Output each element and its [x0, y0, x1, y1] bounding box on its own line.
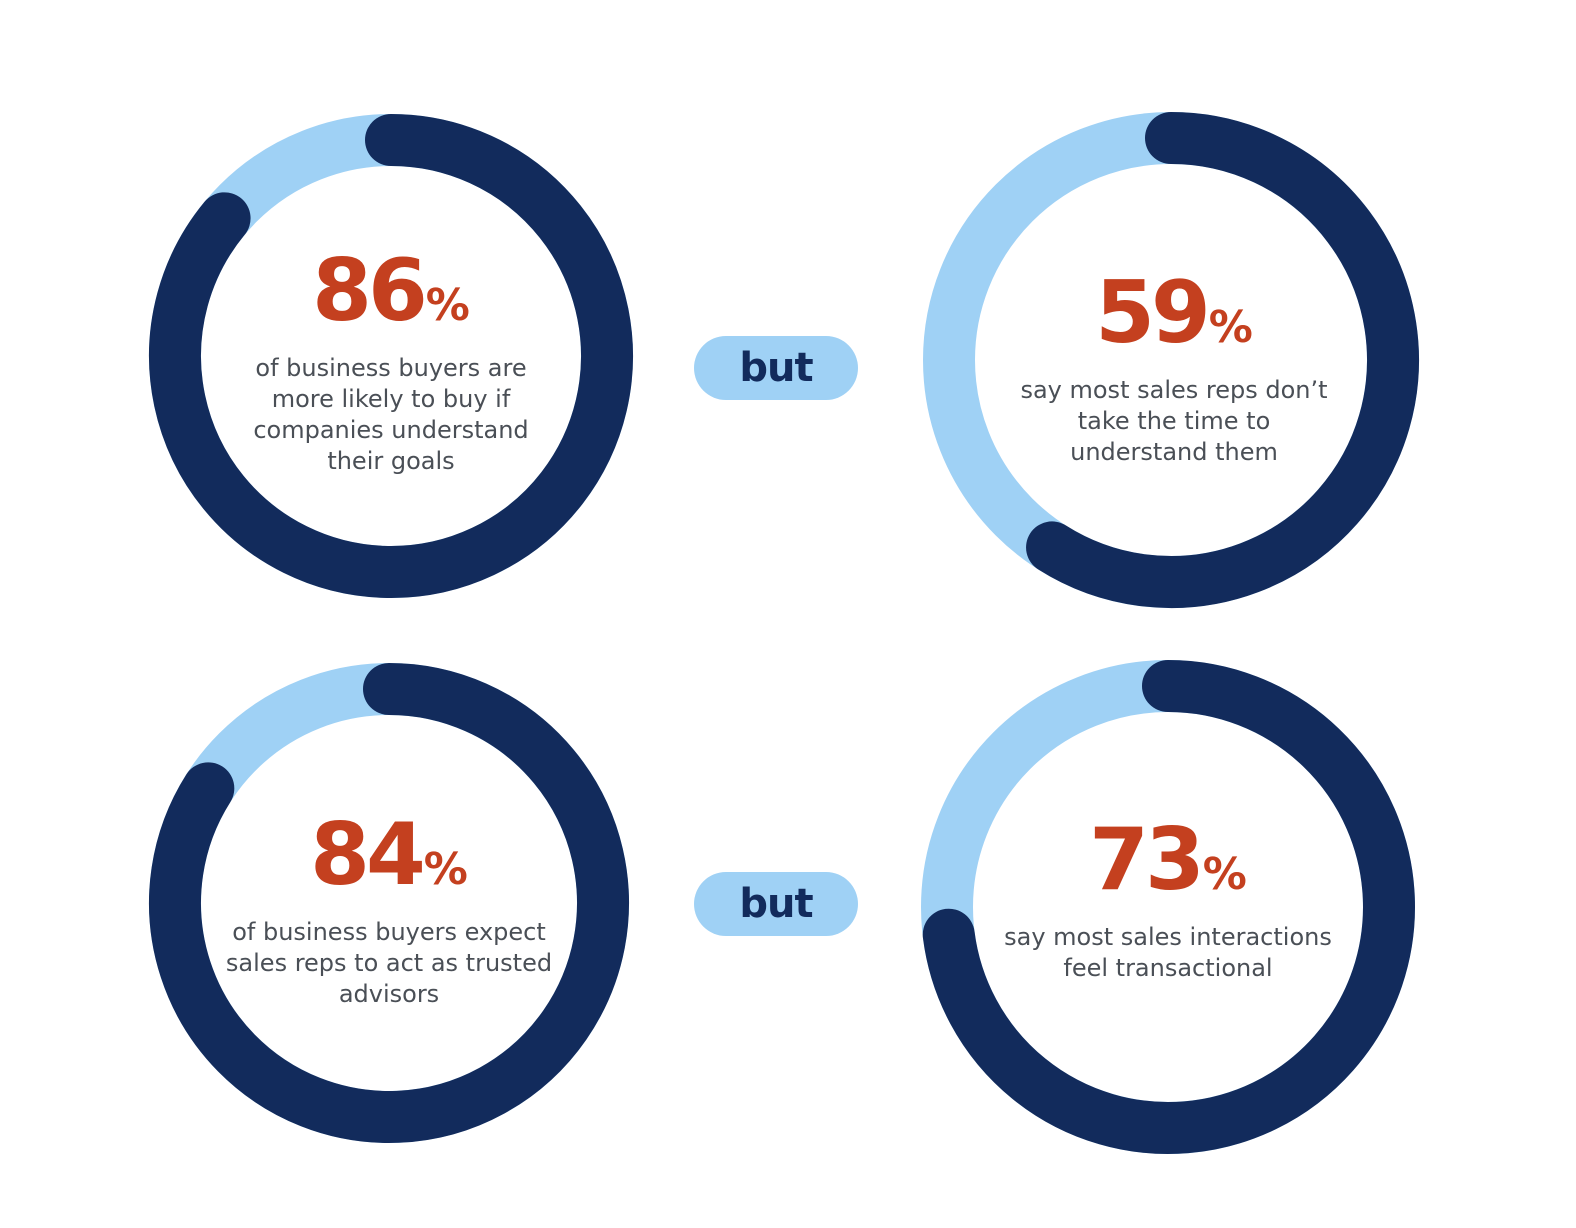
stat-caption-2: say most sales reps don’t take the time … — [1020, 376, 1328, 466]
percent-sign-1: % — [425, 280, 470, 331]
stat-block-1: 86% of business buyers are more likely t… — [226, 246, 556, 477]
donut-arc-3 — [149, 663, 629, 1143]
stat-number-4: 73 — [1089, 810, 1205, 910]
stat-caption-1: of business buyers are more likely to bu… — [253, 354, 529, 475]
stat-block-2: 59% say most sales reps don’t take the t… — [1009, 268, 1339, 468]
stat-number-2: 59 — [1095, 263, 1211, 363]
stat-number-1: 86 — [312, 241, 428, 341]
stat-block-3: 84% of business buyers expect sales reps… — [224, 810, 554, 1010]
percent-sign-4: % — [1202, 849, 1247, 900]
stat-block-4: 73% say most sales interactions feel tra… — [1003, 815, 1333, 984]
stat-value-4: 73% — [1003, 815, 1333, 920]
stat-number-3: 84 — [310, 805, 426, 905]
but-connector-top: but — [694, 336, 858, 400]
percent-sign-2: % — [1208, 302, 1253, 353]
percent-sign-3: % — [423, 844, 468, 895]
donut-arc-4 — [922, 660, 1415, 1154]
donut-arc-2 — [1026, 112, 1419, 608]
stat-value-1: 86% — [226, 246, 556, 351]
stat-value-3: 84% — [224, 810, 554, 915]
stat-value-2: 59% — [1009, 268, 1339, 373]
stat-caption-3: of business buyers expect sales reps to … — [225, 918, 553, 1008]
donut-arc-1 — [149, 114, 633, 598]
stat-caption-4: say most sales interactions feel transac… — [1004, 923, 1332, 982]
but-connector-bottom: but — [694, 872, 858, 936]
